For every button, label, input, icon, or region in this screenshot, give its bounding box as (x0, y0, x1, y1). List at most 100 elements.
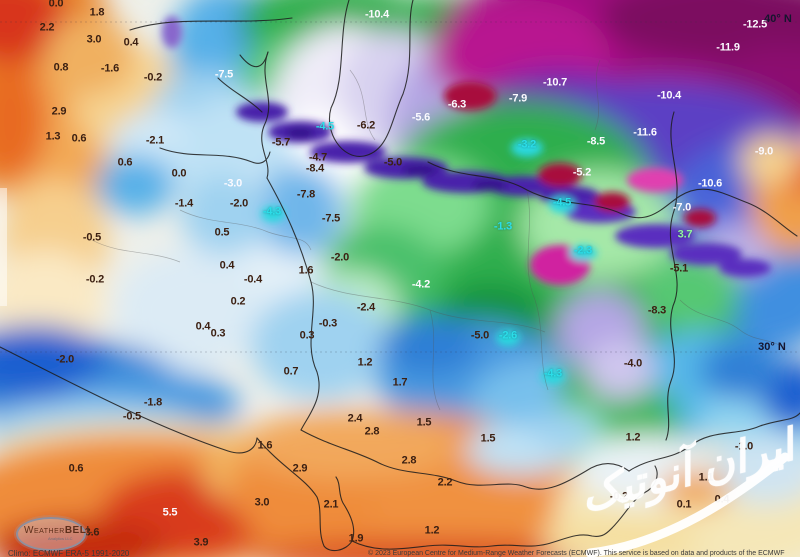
latitude-label: 30° N (758, 341, 786, 353)
temp-label: 3.7 (677, 228, 693, 241)
temp-label: -6.3 (447, 98, 467, 111)
temp-label: -2.3 (573, 244, 593, 257)
temp-label: -10.6 (697, 177, 723, 190)
temp-label: 1.9 (348, 532, 364, 545)
temp-label: 0.6 (117, 156, 133, 169)
temp-label: -12.5 (742, 18, 768, 31)
temp-label: -1.8 (143, 396, 163, 409)
temp-label: -3.0 (223, 177, 243, 190)
temp-label: -2.0 (330, 251, 350, 264)
temp-label: 1.3 (45, 130, 61, 143)
temp-label: -7.5 (321, 212, 341, 225)
temp-label: -2.4 (356, 301, 376, 314)
temp-label: 1.2 (357, 356, 373, 369)
temp-label: -5.0 (383, 156, 403, 169)
temp-label: -4.5 (315, 120, 335, 133)
temp-label: -5.0 (470, 329, 490, 342)
temp-label: -7.9 (508, 92, 528, 105)
weatherbell-logo-text: WeatherBELL (24, 525, 93, 536)
temp-label: 2.4 (347, 412, 363, 425)
temp-label: 5.5 (162, 506, 178, 519)
weatherbell-logo-subtitle: Analytics LLC (48, 536, 73, 541)
temp-label: -10.4 (364, 8, 390, 21)
temp-label: -0.5 (82, 231, 102, 244)
temp-label: 0.2 (230, 295, 246, 308)
temp-label: 2.9 (51, 105, 67, 118)
weatherbell-logo-ellipse (16, 517, 86, 551)
temp-label: 2.2 (39, 21, 55, 34)
temp-label: -2.0 (229, 197, 249, 210)
temp-label: -5.2 (572, 166, 592, 179)
weatherbell-logo: WeatherBELL Analytics LLC (14, 514, 164, 554)
temp-label: -1.0 (734, 440, 754, 453)
temp-label: -0.5 (122, 410, 142, 423)
temp-label: 1.6 (298, 264, 314, 277)
temp-label: 0.4 (123, 36, 139, 49)
temp-label: -8.4 (305, 162, 325, 175)
temp-label: 0.3 (210, 327, 226, 340)
temp-label: 0.6 (71, 132, 87, 145)
temp-label: -9.0 (754, 145, 774, 158)
weatherbell-brand-light: Weather (24, 525, 65, 536)
temp-label: 0.7 (283, 365, 299, 378)
temp-label: -4.7 (308, 151, 328, 164)
temp-label: -4.0 (623, 357, 643, 370)
temp-label: -1.3 (493, 220, 513, 233)
temp-label: 0.3 (299, 329, 315, 342)
temp-label: 2.8 (401, 454, 417, 467)
temp-label: -0.2 (143, 71, 163, 84)
temp-label: 0.6 (68, 462, 84, 475)
temp-label: -7.0 (672, 201, 692, 214)
temp-label: -6.2 (356, 119, 376, 132)
temp-label: -10.7 (542, 76, 568, 89)
temp-label: -0.4 (243, 273, 263, 286)
temp-label: 0.0 (48, 0, 64, 10)
temp-label: 3.0 (254, 496, 270, 509)
temp-label: -2.6 (498, 329, 518, 342)
temp-label: -0.3 (318, 317, 338, 330)
temp-label: 1.2 (424, 524, 440, 537)
temp-label: 2.1 (323, 498, 339, 511)
edge-watermark-strip (0, 188, 7, 306)
temp-label: -4.3 (262, 205, 282, 218)
temp-label: -5.1 (669, 262, 689, 275)
temp-label: 0.0 (171, 167, 187, 180)
temp-label: 2.8 (364, 425, 380, 438)
temp-label: 0.4 (219, 259, 235, 272)
temp-label: 1.7 (392, 376, 408, 389)
temp-label: 0.5 (214, 226, 230, 239)
temp-label: 0.4 (714, 493, 730, 506)
temp-label: 0.8 (53, 61, 69, 74)
temp-label: 1.2 (625, 431, 641, 444)
temp-label: 1.8 (89, 6, 105, 19)
temp-label: 1.6 (257, 439, 273, 452)
temp-label: -4.3 (543, 367, 563, 380)
temp-label: -5.6 (411, 111, 431, 124)
climo-source-text: Climo: ECMWF ERA-5 1991-2020 (8, 549, 130, 557)
temp-label: -8.3 (647, 304, 667, 317)
temp-label: -10.4 (656, 89, 682, 102)
temp-label: 2.2 (437, 476, 453, 489)
temp-label: -1.6 (100, 62, 120, 75)
temp-label: 1.5 (416, 416, 432, 429)
temp-label: -7.5 (214, 68, 234, 81)
temp-label: -4.5 (552, 196, 572, 209)
temp-label: -0.2 (85, 273, 105, 286)
temp-label: -2.0 (55, 353, 75, 366)
temp-label: 3.0 (86, 33, 102, 46)
temp-label: -5.7 (271, 136, 291, 149)
temp-label: 0.4 (195, 320, 211, 333)
temp-label: -1.4 (174, 197, 194, 210)
temp-label: 1.5 (480, 432, 496, 445)
temp-label: 3.9 (193, 536, 209, 549)
temp-label: -3.2 (517, 138, 537, 151)
weatherbell-brand-bold: BELL (64, 525, 93, 536)
copyright-text: © 2023 European Centre for Medium-Range … (368, 550, 785, 557)
temp-label: -8.5 (586, 135, 606, 148)
temp-label: 1.1 (698, 471, 714, 484)
temp-label: -11.9 (716, 41, 740, 54)
temp-label: -11.6 (633, 126, 657, 139)
temp-label: -4.2 (411, 278, 431, 291)
